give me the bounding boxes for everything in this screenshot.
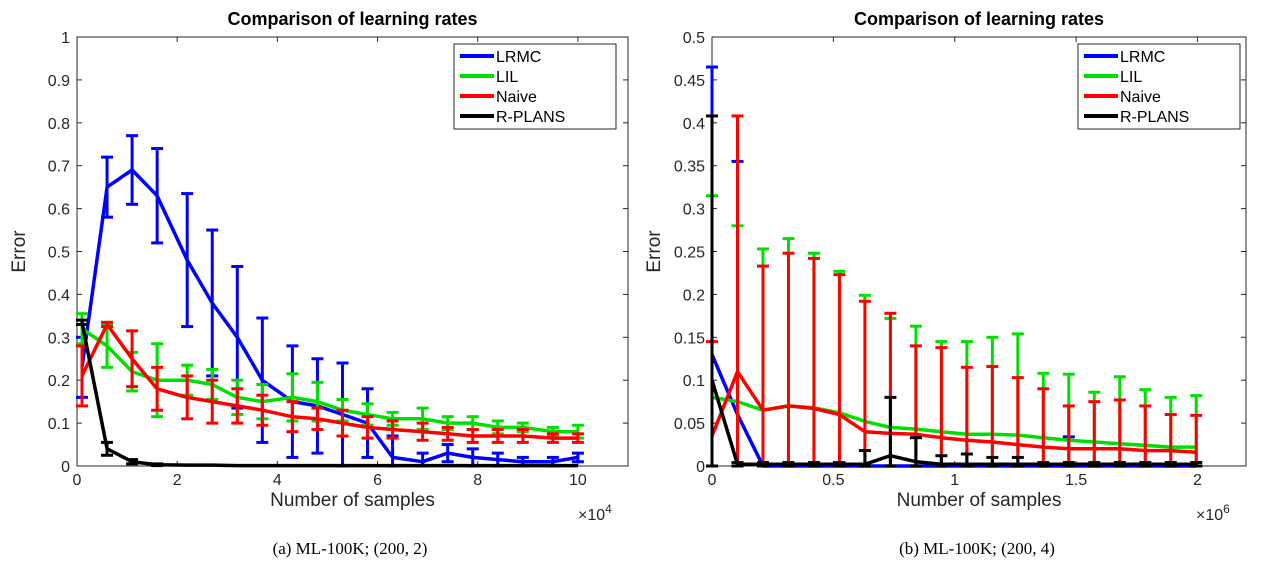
- series-naive: [76, 320, 584, 444]
- x-tick-label: 2: [173, 472, 182, 489]
- y-tick-label: 0.35: [674, 159, 705, 176]
- x-exponent-label: ×104: [578, 502, 612, 524]
- series-line: [81, 327, 578, 434]
- x-exponent-power: 4: [605, 502, 612, 516]
- y-tick-label: 0.15: [674, 330, 705, 347]
- legend-label: LIL: [1120, 69, 1142, 86]
- y-tick-label: 0.1: [48, 416, 70, 433]
- series-r-plans: [76, 318, 578, 468]
- series-lil: [706, 194, 1203, 468]
- series-line: [80, 168, 579, 464]
- series-naive: [706, 114, 1203, 468]
- legend-label: LRMC: [1120, 49, 1165, 66]
- figure-caption: (a) ML-100K; (200, 2): [273, 539, 428, 558]
- y-tick-label: 0.2: [683, 287, 705, 304]
- y-axis-label: Error: [644, 230, 665, 273]
- y-tick-label: 0.8: [48, 116, 70, 133]
- legend-label: LIL: [496, 69, 518, 86]
- legend-label: Naive: [496, 89, 537, 106]
- series-line: [80, 321, 578, 468]
- y-tick-label: 0.3: [48, 330, 70, 347]
- y-tick-label: 0.9: [48, 73, 70, 90]
- y-tick-label: 1: [61, 30, 70, 47]
- legend-label: LRMC: [496, 49, 541, 66]
- y-tick-label: 0: [696, 459, 705, 476]
- chart-title: Comparison of learning rates: [227, 9, 477, 29]
- chart-1: 0 2 4 6 8 10 0 0.1 0.2 0.3 0.4 0.5 0.6 0.7 0.8 0.9 1 Comp…: [9, 9, 629, 558]
- y-axis-label: Error: [9, 230, 30, 273]
- y-tick-label: 0.4: [683, 116, 705, 133]
- y-tick-label: 0.05: [674, 416, 705, 433]
- x-exponent-label: ×106: [1196, 502, 1230, 524]
- figure-caption: (b) ML-100K; (200, 4): [899, 539, 1055, 558]
- legend-label: R-PLANS: [496, 109, 565, 126]
- x-tick-label: 0: [708, 472, 717, 489]
- chart-title: Comparison of learning rates: [854, 9, 1104, 29]
- series-line: [710, 369, 1197, 455]
- series-r-plans: [706, 114, 1203, 468]
- x-tick-label: 10: [569, 472, 587, 489]
- x-tick-label: 1.5: [1065, 472, 1087, 489]
- x-tick-label: 8: [473, 472, 482, 489]
- x-axis-label: Number of samples: [270, 490, 435, 511]
- y-tick-label: 0.3: [683, 202, 705, 219]
- y-tick-label: 0.1: [683, 373, 705, 390]
- series-line: [710, 379, 1197, 467]
- x-axis-label: Number of samples: [897, 490, 1062, 511]
- legend: LRMC LIL Naive R-PLANS: [453, 43, 617, 130]
- y-tick-label: 0.4: [48, 287, 70, 304]
- y-tick-label: 0.5: [48, 245, 70, 262]
- x-tick-label: 0: [73, 472, 82, 489]
- x-tick-label: 0.5: [822, 472, 844, 489]
- y-tick-label: 0.6: [48, 202, 70, 219]
- x-exponent-power: 6: [1223, 502, 1230, 516]
- legend: LRMC LIL Naive R-PLANS: [1077, 43, 1241, 130]
- x-exponent-base: ×10: [1196, 507, 1223, 524]
- x-tick-label: 4: [273, 472, 282, 489]
- y-tick-label: 0: [61, 459, 70, 476]
- legend-label: Naive: [1120, 89, 1161, 106]
- y-tick-label: 0.25: [674, 245, 705, 262]
- legend-label: R-PLANS: [1120, 109, 1189, 126]
- y-tick-label: 0.2: [48, 373, 70, 390]
- x-tick-label: 6: [373, 472, 382, 489]
- x-exponent-base: ×10: [578, 507, 605, 524]
- x-tick-label: 1: [950, 472, 959, 489]
- y-tick-label: 0.7: [48, 159, 70, 176]
- y-tick-label: 0.45: [674, 73, 705, 90]
- x-tick-label: 2: [1193, 472, 1202, 489]
- y-tick-label: 0.5: [683, 30, 705, 47]
- chart-2: 0 0.5 1 1.5 2 0 0.05 0.1 0.15 0.2 0.25 0.3 0.35 0.4 0.…: [644, 9, 1247, 558]
- series-line: [80, 322, 578, 440]
